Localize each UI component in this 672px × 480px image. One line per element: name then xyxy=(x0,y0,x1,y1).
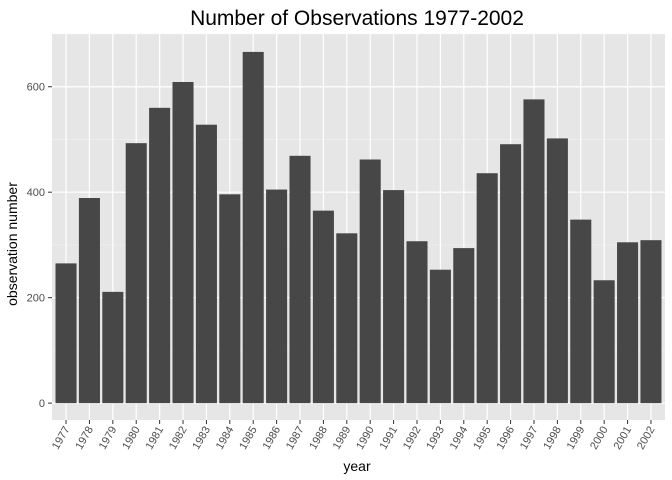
bar-1982 xyxy=(172,81,194,404)
x-tick-label: 1987 xyxy=(284,425,307,452)
bar-1986 xyxy=(266,189,288,404)
x-tick-label: 1980 xyxy=(120,425,143,452)
x-tick-label: 1978 xyxy=(73,425,96,452)
y-tick-label: 200 xyxy=(27,293,45,305)
bar-1990 xyxy=(359,159,381,404)
x-tick-label: 1985 xyxy=(237,425,260,452)
x-tick-label: 1988 xyxy=(307,425,330,452)
bar-1981 xyxy=(149,107,171,404)
x-tick-label: 1979 xyxy=(97,425,120,452)
x-tick-label: 1999 xyxy=(565,425,588,452)
bar-1995 xyxy=(476,173,498,404)
x-tick-label: 1998 xyxy=(541,425,564,452)
bar-1997 xyxy=(523,99,545,404)
y-axis-title: observation number xyxy=(4,182,20,306)
x-tick-label: 2000 xyxy=(588,425,611,452)
x-tick-label: 1994 xyxy=(448,425,471,452)
x-tick-label: 1991 xyxy=(378,425,401,452)
bar-1999 xyxy=(570,219,592,404)
x-tick-label: 1984 xyxy=(214,425,237,452)
bar-2000 xyxy=(593,280,615,404)
bar-1993 xyxy=(429,269,451,404)
x-tick-label: 1997 xyxy=(518,425,541,452)
y-tick-label: 600 xyxy=(27,82,45,94)
x-tick-label: 1989 xyxy=(331,425,354,452)
bar-1987 xyxy=(289,155,311,404)
bar-1983 xyxy=(195,124,217,404)
bar-1998 xyxy=(546,138,568,404)
y-tick-label: 0 xyxy=(39,398,45,410)
bar-1996 xyxy=(500,144,522,404)
bar-1988 xyxy=(312,210,334,404)
x-tick-label: 1996 xyxy=(495,425,518,452)
x-axis-title: year xyxy=(343,458,371,474)
bar-1980 xyxy=(125,143,147,404)
bar-1978 xyxy=(78,197,100,404)
bar-1994 xyxy=(453,248,475,404)
y-tick-label: 400 xyxy=(27,187,45,199)
x-tick-label: 1986 xyxy=(261,425,284,452)
bar-2001 xyxy=(617,242,639,404)
x-tick-label: 1992 xyxy=(401,425,424,452)
bar-1992 xyxy=(406,241,428,404)
x-tick-label: 1983 xyxy=(190,425,213,452)
bar-1991 xyxy=(383,190,405,404)
x-tick-label: 1982 xyxy=(167,425,190,452)
y-axis: 0 200 400 600 xyxy=(27,82,52,410)
x-tick-label: 1993 xyxy=(424,425,447,452)
x-tick-label: 2002 xyxy=(635,425,658,452)
bar-1984 xyxy=(219,194,241,404)
bar-1989 xyxy=(336,233,358,404)
x-tick-label: 1981 xyxy=(144,425,167,452)
x-tick-label: 2001 xyxy=(612,425,635,452)
x-axis: 1977 1978 1979 1980 1981 1982 1983 1984 1985 1986… xyxy=(50,420,658,452)
bars-group xyxy=(55,51,662,404)
bar-2002 xyxy=(640,240,662,404)
bar-1977 xyxy=(55,263,77,404)
x-tick-label: 1995 xyxy=(471,425,494,452)
chart-title: Number of Observations 1977-2002 xyxy=(190,7,524,30)
x-tick-label: 1990 xyxy=(354,425,377,452)
x-tick-label: 1977 xyxy=(50,425,73,452)
bar-1979 xyxy=(102,291,124,404)
bar-1985 xyxy=(242,51,264,404)
